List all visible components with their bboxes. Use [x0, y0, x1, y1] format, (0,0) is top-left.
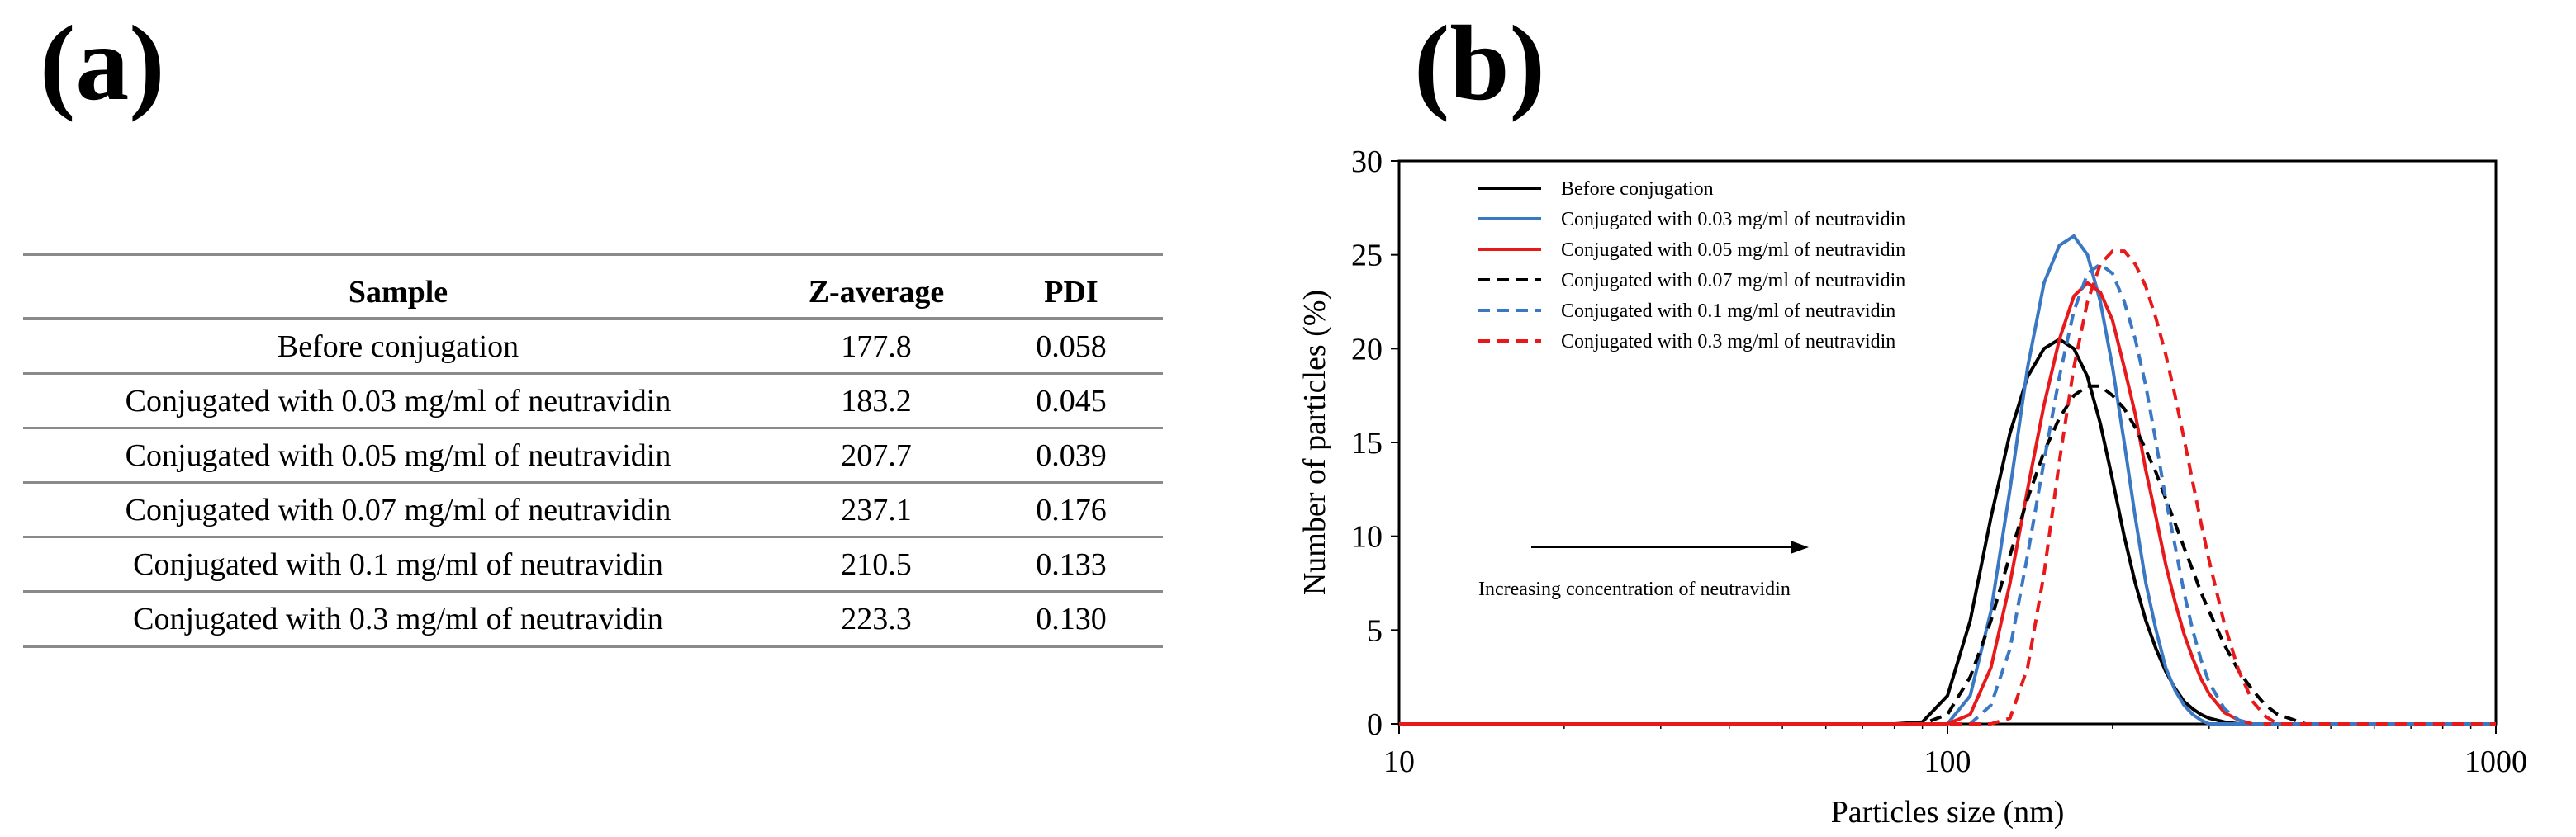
- series-line: [1399, 262, 2496, 726]
- x-axis-label: Particles size (nm): [1831, 795, 2065, 830]
- results-table: Sample Z-average PDI Before conjugation …: [23, 253, 1163, 648]
- panel-label-b: (b): [1414, 4, 1545, 123]
- series-layer: [1399, 234, 2496, 726]
- y-tick-label: 30: [1351, 144, 1383, 179]
- cell-sample: Conjugated with 0.07 mg/ml of neutravidi…: [125, 492, 671, 527]
- cell-pdi: 0.130: [1036, 601, 1107, 636]
- y-tick-label: 10: [1351, 520, 1383, 555]
- table-row: Conjugated with 0.07 mg/ml of neutravidi…: [23, 483, 1163, 537]
- annotation-text: Increasing concentration of neutravidin: [1478, 579, 1791, 600]
- table-row: Before conjugation 177.8 0.058: [23, 319, 1163, 374]
- y-tick-label: 5: [1367, 613, 1383, 648]
- y-tick-label: 0: [1367, 707, 1383, 742]
- cell-sample: Conjugated with 0.3 mg/ml of neutravidin: [133, 601, 663, 636]
- cell-z-average: 183.2: [841, 383, 912, 418]
- cell-z-average: 177.8: [841, 329, 912, 364]
- x-tick-label: 1000: [2465, 745, 2527, 779]
- y-axis: 0 5 10 15 20 25 30: [1351, 144, 1399, 742]
- cell-sample: Conjugated with 0.05 mg/ml of neutravidi…: [125, 437, 671, 473]
- cell-pdi: 0.045: [1036, 383, 1107, 418]
- series-line: [1399, 249, 2496, 726]
- cell-pdi: 0.176: [1036, 492, 1107, 527]
- cell-sample: Conjugated with 0.03 mg/ml of neutravidi…: [125, 383, 671, 418]
- cell-z-average: 210.5: [841, 546, 912, 582]
- series-line: [1399, 338, 2496, 726]
- y-tick-label: 20: [1351, 332, 1383, 366]
- legend-label: Conjugated with 0.07 mg/ml of neutravidi…: [1561, 270, 1905, 291]
- cell-z-average: 237.1: [841, 492, 912, 527]
- cell-pdi: 0.133: [1036, 546, 1107, 582]
- size-distribution-chart: 0 5 10 15 20 25 30 10 100 1000 Before conjugatio…: [1297, 144, 2527, 830]
- table-row: Conjugated with 0.03 mg/ml of neutravidi…: [23, 374, 1163, 428]
- annotation-arrowhead-icon: [1791, 541, 1809, 554]
- cell-pdi: 0.058: [1036, 329, 1107, 364]
- cell-pdi: 0.039: [1036, 437, 1107, 473]
- legend-label: Conjugated with 0.1 mg/ml of neutravidin: [1561, 300, 1895, 322]
- x-tick-label: 10: [1383, 745, 1415, 779]
- cell-z-average: 223.3: [841, 601, 912, 636]
- panel-label-a: (a): [40, 4, 165, 123]
- header-pdi: PDI: [1044, 275, 1098, 310]
- cell-sample: Conjugated with 0.1 mg/ml of neutravidin: [133, 546, 663, 582]
- cell-sample: Before conjugation: [277, 329, 519, 364]
- legend-label: Before conjugation: [1561, 178, 1714, 200]
- table-row: Conjugated with 0.05 mg/ml of neutravidi…: [23, 428, 1163, 483]
- y-tick-label: 15: [1351, 426, 1383, 461]
- table-row: Conjugated with 0.3 mg/ml of neutravidin…: [23, 592, 1163, 646]
- legend-label: Conjugated with 0.3 mg/ml of neutravidin: [1561, 331, 1895, 352]
- series-line: [1399, 384, 2496, 726]
- legend-label: Conjugated with 0.03 mg/ml of neutravidi…: [1561, 209, 1905, 230]
- legend-label: Conjugated with 0.05 mg/ml of neutravidi…: [1561, 239, 1905, 261]
- table-row: Conjugated with 0.1 mg/ml of neutravidin…: [23, 537, 1163, 592]
- cell-z-average: 207.7: [841, 437, 912, 473]
- table-header-row: Sample Z-average PDI: [23, 254, 1163, 319]
- y-axis-label: Number of particles (%): [1297, 290, 1332, 595]
- x-axis: 10 100 1000: [1383, 724, 2527, 779]
- legend: Before conjugation Conjugated with 0.03 m…: [1478, 178, 1905, 352]
- x-tick-label: 100: [1924, 745, 1971, 779]
- header-z-average: Z-average: [808, 275, 945, 310]
- header-sample: Sample: [348, 275, 448, 310]
- y-tick-label: 25: [1351, 239, 1383, 273]
